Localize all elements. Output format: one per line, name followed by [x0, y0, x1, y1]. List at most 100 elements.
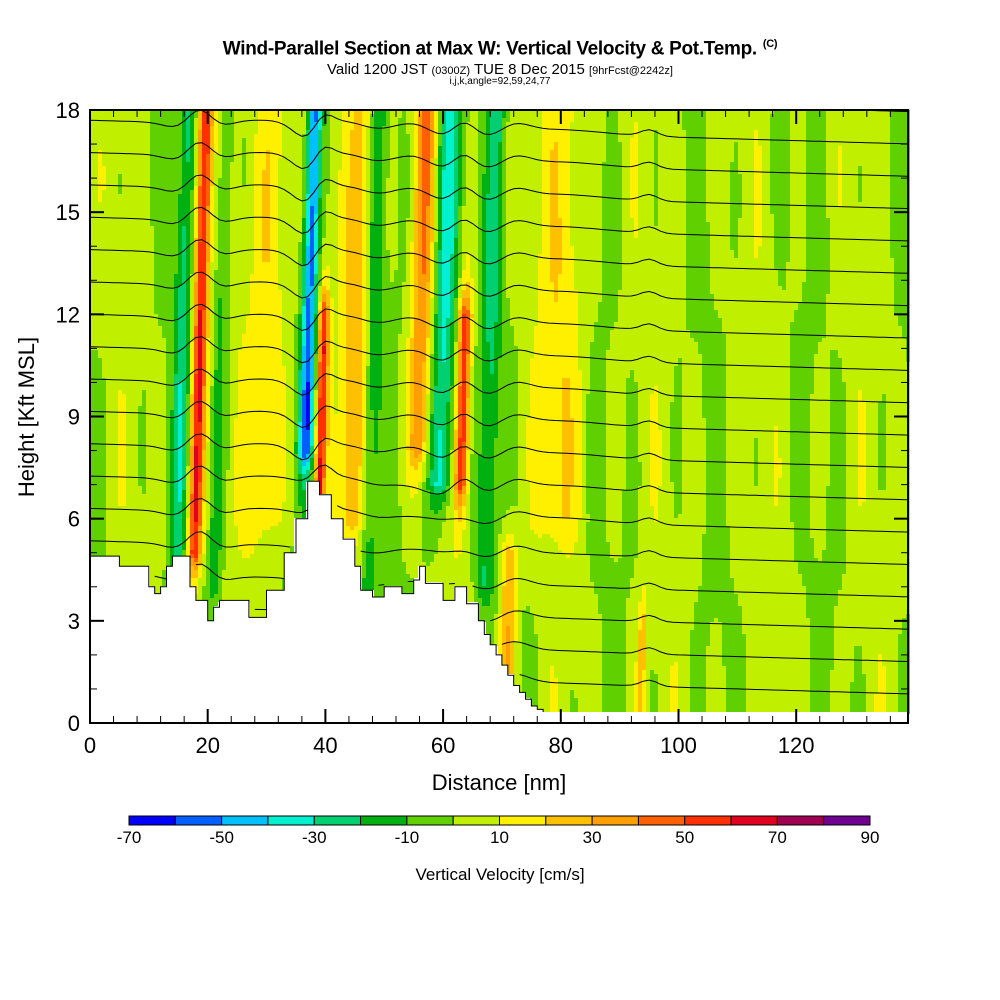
field-cell	[842, 202, 846, 206]
field-cell	[726, 154, 730, 158]
field-cell	[658, 194, 662, 198]
field-cell	[634, 162, 638, 166]
field-cell	[790, 166, 794, 170]
field-cell	[362, 186, 366, 190]
field-cell	[102, 122, 106, 126]
field-cell	[482, 146, 486, 150]
field-cell	[674, 138, 678, 142]
field-cell	[682, 118, 686, 122]
field-cell	[850, 202, 854, 206]
field-cell	[630, 194, 634, 198]
field-cell	[734, 170, 738, 174]
field-cell	[346, 134, 350, 138]
field-cell	[714, 130, 718, 134]
field-cell	[610, 114, 614, 118]
field-cell	[102, 114, 106, 118]
field-cell	[742, 130, 746, 134]
field-cell	[718, 186, 722, 190]
field-cell	[194, 110, 198, 114]
field-cell	[214, 182, 218, 186]
field-cell	[506, 186, 510, 190]
field-cell	[294, 122, 298, 126]
field-cell	[874, 178, 878, 182]
field-cell	[466, 194, 470, 198]
field-cell	[562, 110, 566, 114]
field-cell	[358, 146, 362, 150]
field-cell	[614, 126, 618, 130]
field-cell	[174, 174, 178, 178]
field-cell	[902, 194, 906, 198]
field-cell	[258, 158, 262, 162]
field-cell	[486, 114, 490, 118]
field-cell	[294, 130, 298, 134]
field-cell	[258, 198, 262, 202]
field-cell	[502, 150, 506, 154]
field-cell	[654, 114, 658, 118]
field-cell	[762, 154, 766, 158]
field-cell	[810, 154, 814, 158]
field-cell	[570, 130, 574, 134]
field-cell	[450, 182, 454, 186]
field-cell	[286, 138, 290, 142]
field-cell	[818, 130, 822, 134]
field-cell	[802, 162, 806, 166]
field-cell	[566, 110, 570, 114]
field-cell	[394, 162, 398, 166]
field-cell	[714, 190, 718, 194]
field-cell	[122, 174, 126, 178]
field-cell	[902, 122, 906, 126]
field-cell	[494, 158, 498, 162]
field-cell	[170, 194, 174, 198]
field-cell	[734, 146, 738, 150]
field-cell	[882, 118, 886, 122]
field-cell	[158, 198, 162, 202]
field-cell	[822, 178, 826, 182]
field-cell	[166, 170, 170, 174]
field-cell	[618, 166, 622, 170]
field-cell	[290, 150, 294, 154]
field-cell	[478, 146, 482, 150]
field-cell	[686, 186, 690, 190]
field-cell	[814, 118, 818, 122]
field-cell	[162, 122, 166, 126]
field-cell	[206, 194, 210, 198]
field-cell	[406, 126, 410, 130]
field-cell	[270, 166, 274, 170]
field-cell	[282, 118, 286, 122]
field-cell	[658, 130, 662, 134]
field-cell	[134, 166, 138, 170]
field-cell	[406, 194, 410, 198]
field-cell	[678, 166, 682, 170]
field-cell	[686, 118, 690, 122]
field-cell	[414, 162, 418, 166]
field-cell	[590, 122, 594, 126]
field-cell	[878, 138, 882, 142]
field-cell	[634, 194, 638, 198]
field-cell	[530, 190, 534, 194]
field-cell	[698, 194, 702, 198]
field-cell	[522, 186, 526, 190]
field-cell	[610, 134, 614, 138]
field-cell	[406, 134, 410, 138]
field-cell	[554, 166, 558, 170]
field-cell	[794, 186, 798, 190]
field-cell	[342, 130, 346, 134]
field-cell	[178, 118, 182, 122]
field-cell	[858, 138, 862, 142]
field-cell	[690, 138, 694, 142]
field-cell	[390, 138, 394, 142]
field-cell	[526, 174, 530, 178]
field-cell	[702, 194, 706, 198]
field-cell	[298, 114, 302, 118]
field-cell	[686, 130, 690, 134]
field-cell	[622, 190, 626, 194]
field-cell	[102, 130, 106, 134]
field-cell	[838, 186, 842, 190]
field-cell	[674, 182, 678, 186]
field-cell	[778, 198, 782, 202]
field-cell	[606, 130, 610, 134]
field-cell	[438, 126, 442, 130]
field-cell	[890, 186, 894, 190]
field-cell	[526, 190, 530, 194]
field-cell	[226, 198, 230, 202]
